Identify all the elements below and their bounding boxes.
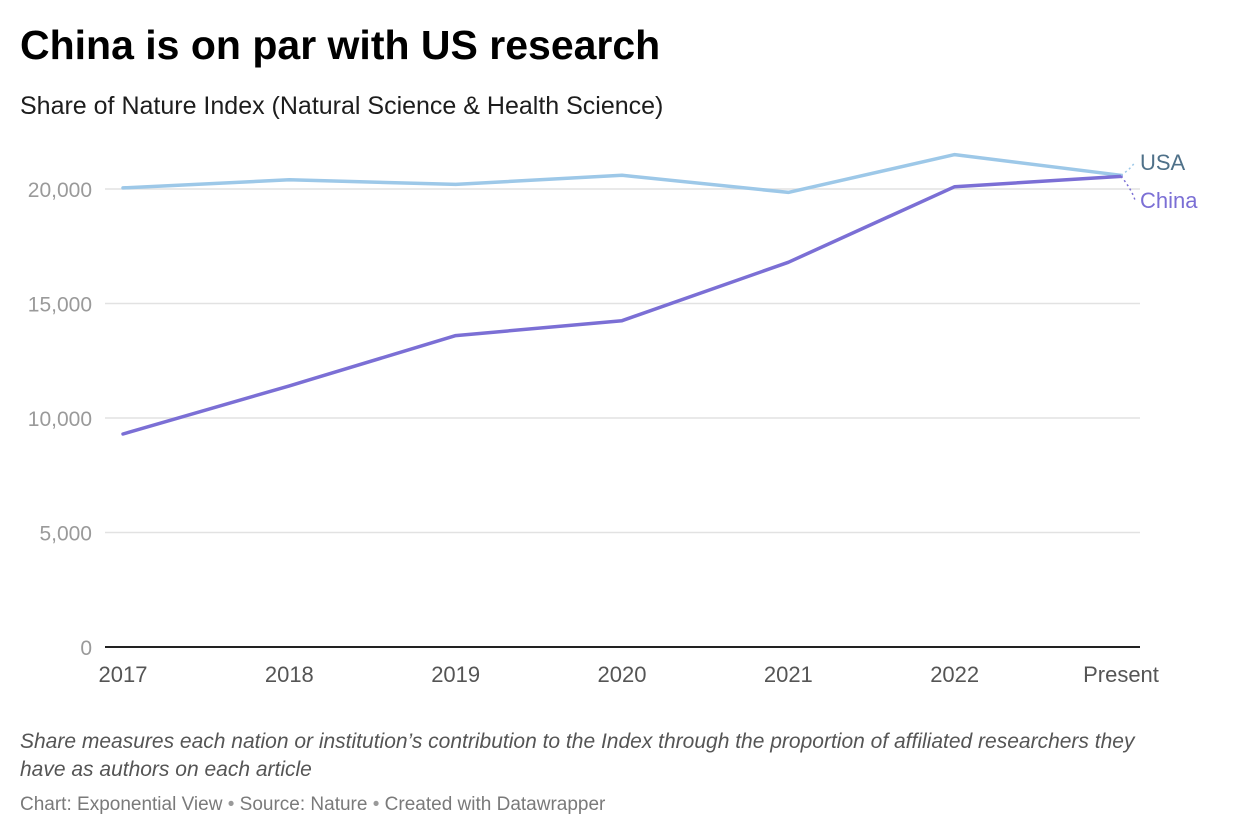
source-credit: Source: Nature — [239, 794, 368, 815]
label-connector-china — [1120, 175, 1136, 201]
gridlines — [105, 188, 1140, 534]
y-axis-tick-labels: 0 5,000 10,000 15,000 20,000 — [28, 179, 92, 660]
y-tick-label: 20,000 — [28, 179, 92, 202]
x-tick-label: 2017 — [99, 662, 148, 687]
label-connector-usa — [1120, 161, 1136, 176]
created-with-credit: Created with Datawrapper — [384, 794, 606, 815]
x-tick-label: Present — [1083, 662, 1159, 687]
series-end-labels: USA China — [1120, 150, 1198, 213]
chart-credit: Chart: Exponential View — [20, 794, 223, 815]
x-tick-label: 2020 — [598, 662, 647, 687]
series-label-china: China — [1140, 188, 1198, 213]
series-line-china — [121, 174, 1123, 436]
x-tick-label: 2021 — [764, 662, 813, 687]
chart-title: China is on par with US research — [20, 22, 661, 68]
x-tick-label: 2019 — [431, 662, 480, 687]
series-line-usa — [121, 152, 1123, 195]
x-tick-label: 2022 — [930, 662, 979, 687]
y-tick-label: 10,000 — [28, 408, 92, 431]
y-tick-label: 5,000 — [39, 523, 92, 546]
chart-subtitle: Share of Nature Index (Natural Science &… — [20, 92, 664, 120]
y-tick-label: 0 — [80, 637, 92, 660]
chart-footer: Chart: Exponential View • Source: Nature… — [20, 792, 605, 818]
y-tick-label: 15,000 — [28, 294, 92, 317]
series-lines — [121, 152, 1123, 436]
x-tick-label: 2018 — [265, 662, 314, 687]
x-axis-tick-labels: 2017 2018 2019 2020 2021 2022 Present — [99, 662, 1159, 687]
chart-note: Share measures each nation or institutio… — [20, 730, 1135, 781]
footer-separator: • — [372, 794, 380, 815]
series-label-usa: USA — [1140, 150, 1186, 175]
footer-separator: • — [227, 794, 235, 815]
